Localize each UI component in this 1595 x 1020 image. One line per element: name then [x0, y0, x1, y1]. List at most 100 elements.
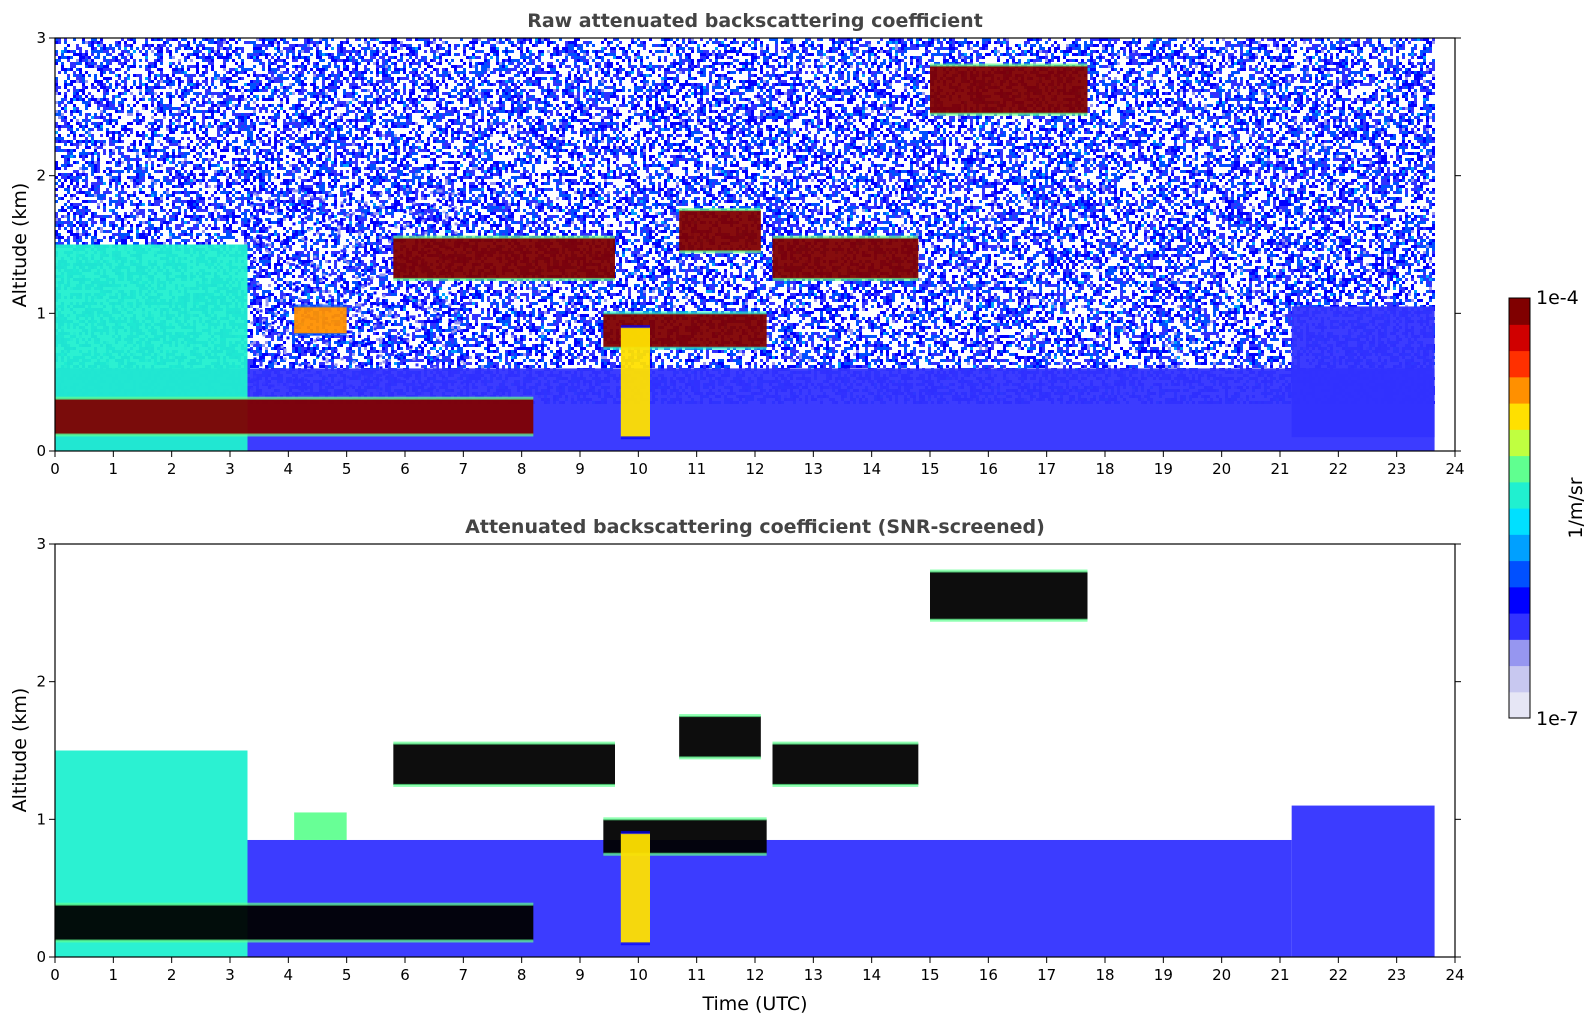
- colorbar-swatch: [1509, 403, 1530, 430]
- x-tick-label: 18: [1095, 460, 1114, 478]
- x-tick-label: 6: [400, 460, 410, 478]
- backscatter-layer: [1291, 805, 1435, 957]
- x-tick-label: 12: [745, 966, 764, 984]
- panel-title: Raw attenuated backscattering coefficien…: [527, 10, 983, 32]
- x-tick-label: 22: [1329, 460, 1348, 478]
- x-tick-label: 0: [50, 460, 60, 478]
- y-tick-label: 3: [36, 535, 46, 553]
- backscatter-layer: [55, 396, 534, 437]
- colorbar-swatch: [1509, 429, 1530, 457]
- panel-screened: Attenuated backscattering coefficient (S…: [9, 516, 1465, 1015]
- x-tick-label: 9: [575, 966, 585, 984]
- x-tick-label: 13: [804, 460, 823, 478]
- backscatter-layer: [930, 63, 1088, 116]
- x-tick-label: 11: [687, 460, 706, 478]
- y-axis-label: Altitude (km): [9, 183, 31, 308]
- backscatter-layer: [679, 714, 761, 760]
- colorbar-swatch: [1509, 586, 1530, 614]
- colorbar: 1e-4 1e-7 1/m/sr: [1508, 287, 1587, 730]
- backscatter-layer: [294, 812, 347, 840]
- colorbar-swatch: [1509, 560, 1530, 588]
- backscatter-layer: [772, 235, 919, 281]
- colorbar-swatch: [1509, 376, 1530, 404]
- colorbar-swatch: [1509, 350, 1530, 378]
- x-tick-label: 7: [459, 966, 469, 984]
- x-tick-label: 16: [979, 966, 998, 984]
- x-tick-label: 2: [167, 966, 177, 984]
- panel-title: Attenuated backscattering coefficient (S…: [465, 516, 1045, 538]
- colorbar-max-label: 1e-4: [1536, 287, 1579, 309]
- colorbar-swatch: [1509, 455, 1530, 483]
- x-tick-label: 3: [225, 966, 235, 984]
- y-tick-label: 1: [36, 810, 46, 828]
- x-tick-label: 1: [109, 966, 119, 984]
- x-tick-label: 10: [629, 460, 648, 478]
- colorbar-gradient: [1509, 298, 1530, 719]
- x-axis-ticks: 0 1 2 3 4 5 6 7 8 9 10 11 12 13 14 15 16 17 18 19 20 21 22 23 24: [50, 451, 1465, 478]
- x-tick-label: 5: [342, 966, 352, 984]
- x-tick-label: 17: [1037, 460, 1056, 478]
- colorbar-swatch: [1509, 481, 1530, 509]
- colorbar-frame: [1508, 297, 1531, 719]
- backscatter-layer: [393, 235, 615, 281]
- x-tick-label: 4: [284, 966, 294, 984]
- colorbar-swatch: [1509, 324, 1530, 352]
- x-tick-label: 23: [1387, 966, 1406, 984]
- x-tick-label: 15: [920, 460, 939, 478]
- colorbar-swatch: [1509, 691, 1530, 719]
- x-tick-label: 12: [745, 460, 764, 478]
- x-tick-label: 8: [517, 460, 527, 478]
- x-tick-label: 17: [1037, 966, 1056, 984]
- x-tick-label: 23: [1387, 460, 1406, 478]
- x-tick-label: 13: [804, 966, 823, 984]
- x-tick-label: 14: [862, 966, 881, 984]
- backscatter-layer: [620, 831, 650, 946]
- y-tick-label: 2: [36, 167, 46, 185]
- x-tick-label: 10: [629, 966, 648, 984]
- x-tick-label: 6: [400, 966, 410, 984]
- x-tick-label: 2: [167, 460, 177, 478]
- x-axis-ticks: 0 1 2 3 4 5 6 7 8 9 10 11 12 13 14 15 16 17 18 19 20 21 22 23 24: [50, 957, 1465, 984]
- backscatter-layer: [679, 208, 761, 254]
- x-tick-label: 16: [979, 460, 998, 478]
- backscatter-layer: [772, 741, 919, 787]
- y-axis-ticks: 0 1 2 3: [36, 29, 1461, 460]
- colorbar-swatch: [1509, 534, 1530, 562]
- x-tick-label: 15: [920, 966, 939, 984]
- backscatter-layer: [55, 902, 534, 943]
- y-axis-label: Altitude (km): [9, 688, 31, 813]
- x-tick-label: 3: [225, 460, 235, 478]
- backscatter-layer: [393, 741, 615, 787]
- colorbar-swatch: [1509, 665, 1530, 693]
- colorbar-swatch: [1509, 298, 1530, 325]
- colorbar-unit-label: 1/m/sr: [1565, 477, 1587, 538]
- x-tick-label: 7: [459, 460, 469, 478]
- backscatter-layer: [294, 304, 347, 336]
- colorbar-swatch: [1509, 613, 1530, 640]
- colorbar-swatch: [1509, 508, 1530, 535]
- x-tick-label: 19: [1154, 460, 1173, 478]
- heatmap-area: [55, 38, 1455, 451]
- x-tick-label: 19: [1154, 966, 1173, 984]
- x-tick-label: 5: [342, 460, 352, 478]
- x-tick-label: 9: [575, 460, 585, 478]
- heatmap-area: [55, 544, 1455, 957]
- x-tick-label: 21: [1270, 460, 1289, 478]
- x-tick-label: 8: [517, 966, 527, 984]
- x-tick-label: 20: [1212, 966, 1231, 984]
- y-tick-label: 3: [36, 29, 46, 47]
- panel-raw: Raw attenuated backscattering coefficien…: [9, 10, 1465, 478]
- y-tick-label: 1: [36, 304, 46, 322]
- x-tick-label: 14: [862, 460, 881, 478]
- x-tick-label: 0: [50, 966, 60, 984]
- y-tick-label: 2: [36, 673, 46, 691]
- x-tick-label: 18: [1095, 966, 1114, 984]
- x-tick-label: 24: [1445, 460, 1464, 478]
- x-tick-label: 1: [109, 460, 119, 478]
- x-tick-label: 20: [1212, 460, 1231, 478]
- colorbar-swatch: [1509, 639, 1530, 667]
- x-tick-label: 22: [1329, 966, 1348, 984]
- colorbar-min-label: 1e-7: [1536, 708, 1579, 730]
- x-tick-label: 11: [687, 966, 706, 984]
